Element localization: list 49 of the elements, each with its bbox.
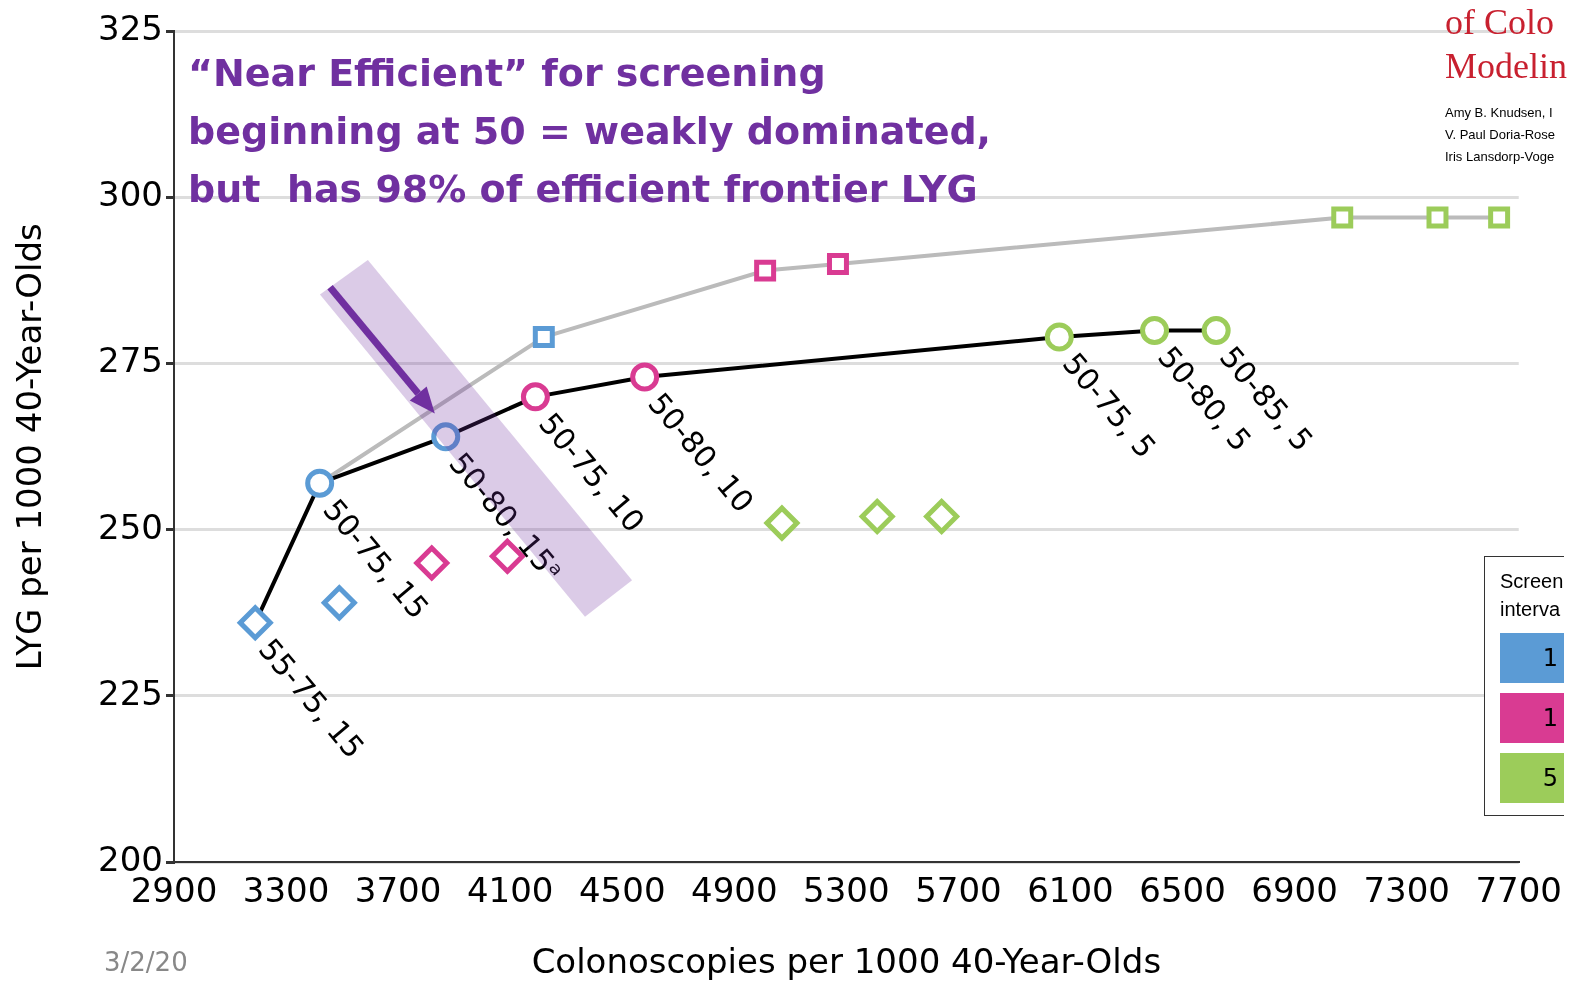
annotation: Iris Lansdorp-Voge (1445, 148, 1556, 166)
point (754, 259, 777, 282)
x-tick-label: 3700 (354, 870, 442, 911)
point (321, 585, 357, 621)
point (414, 545, 450, 581)
legend-title: Screen interva (1500, 569, 1564, 622)
point (826, 252, 849, 275)
point (859, 498, 895, 534)
point (764, 505, 800, 541)
y-tick-label: 300 (98, 174, 163, 215)
annotation: Modelin (1445, 45, 1567, 88)
point (924, 498, 960, 534)
x-tick-label: 4900 (691, 870, 778, 911)
x-tick-label: 6100 (1027, 870, 1114, 911)
text: 3/2/20 (104, 947, 188, 977)
annotation: Amy B. Knudsen, I (1445, 104, 1554, 122)
x-tick-label: 2900 (130, 870, 218, 911)
point (305, 468, 335, 498)
legend-label: 1 (1542, 693, 1564, 743)
y-tick-label: 250 (98, 506, 163, 547)
annotation: V. Paul Doria-Rose (1445, 126, 1557, 144)
legend-label: 5 (1542, 753, 1564, 803)
y-tick-label: 325 (98, 8, 163, 49)
x-tick-label: 5300 (803, 870, 890, 911)
y-tick-label: 225 (98, 672, 163, 713)
x-axis-title: Colonoscopies per 1000 40-Year-Olds (531, 941, 1162, 982)
point (1201, 315, 1231, 345)
point (1140, 315, 1170, 345)
point (520, 382, 550, 412)
x-tick-label: 3300 (242, 870, 330, 911)
point (1331, 206, 1354, 229)
x-tick-label: 7300 (1363, 870, 1450, 911)
annotation: of Colo (1445, 1, 1555, 44)
y-tick-label: 275 (98, 340, 163, 381)
point (1044, 322, 1074, 352)
text: “Near Efficient” for screening beginning at 50 = weakly dominated, but has 98% of efficient frontier LYG (188, 51, 992, 212)
legend-label: 1 (1542, 633, 1564, 683)
x-tick-label: 5700 (915, 870, 1002, 911)
x-tick-label: 4500 (578, 870, 666, 911)
point (431, 422, 461, 452)
point (532, 326, 555, 349)
x-tick-label: 6900 (1251, 870, 1338, 911)
point (630, 362, 660, 392)
x-tick-label: 7700 (1475, 870, 1562, 911)
x-tick-label: 6500 (1139, 870, 1226, 911)
point (1488, 206, 1511, 229)
y-axis-title: LYG per 1000 40-Year-Olds (9, 223, 50, 671)
x-tick-label: 4100 (466, 870, 554, 911)
point (1426, 206, 1449, 229)
